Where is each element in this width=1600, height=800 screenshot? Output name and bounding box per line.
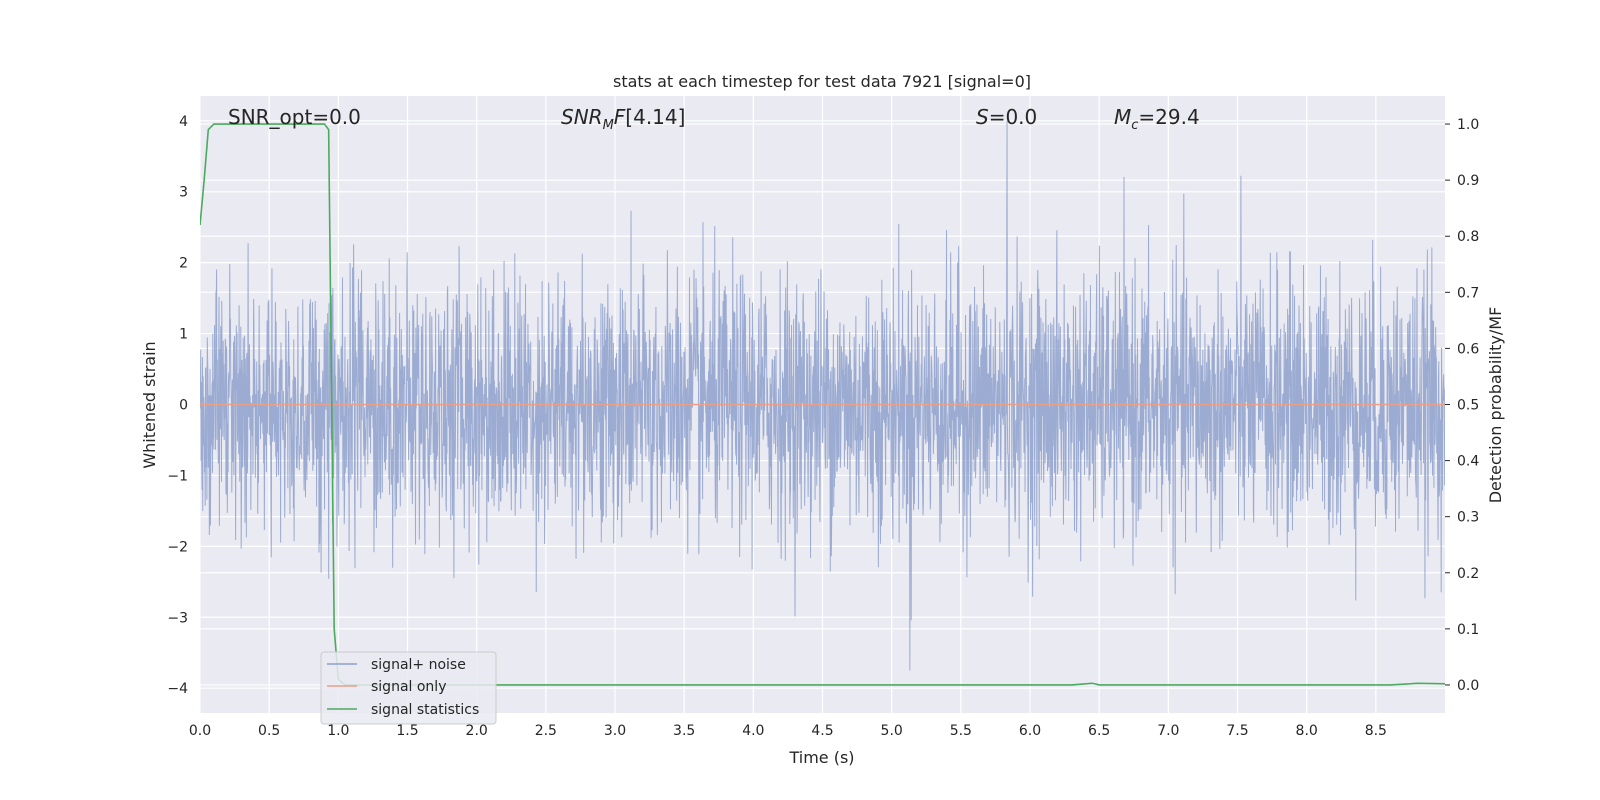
x-tick-label: 0.0 (189, 723, 211, 739)
x-tick-label: 3.0 (604, 723, 626, 739)
x-tick-label: 3.5 (673, 723, 695, 739)
annotation-snr-opt: SNR_opt=0.0 (228, 105, 361, 129)
annotation-mc: Mc=29.4 (1114, 105, 1200, 133)
y-tick-label: −1 (167, 468, 188, 484)
legend: signal+ noise signal only signal statist… (320, 651, 497, 725)
y-tick-label: −3 (167, 610, 188, 626)
legend-label-signal-statistics: signal statistics (371, 702, 479, 718)
x-tick-label: 4.5 (811, 723, 833, 739)
x-tick-label: 7.0 (1157, 723, 1179, 739)
left-axis-ticks: −4 −3 −2 −1 0 1 2 3 4 (167, 114, 188, 697)
annotation-snr-mf: SNRMF[4.14] (561, 105, 685, 133)
x-tick-label: 5.0 (881, 723, 903, 739)
x-axis-ticks: 0.0 0.5 1.0 1.5 2.0 2.5 3.0 3.5 4.0 4.5 5.0 5.5 6.0 6… (189, 723, 1387, 739)
y-right-tick-label: 0.7 (1457, 285, 1479, 301)
x-tick-label: 2.5 (535, 723, 557, 739)
y-axis-label: Whitened strain (140, 341, 159, 468)
y-right-tick-label: 0.1 (1457, 622, 1479, 638)
x-tick-label: 1.5 (396, 723, 418, 739)
legend-label-signal-noise: signal+ noise (371, 657, 466, 673)
series-signal-noise-line (200, 120, 1445, 671)
x-tick-label: 8.0 (1296, 723, 1318, 739)
y-right-tick-label: 0.9 (1457, 173, 1479, 189)
y-axis-label-right: Detection probability/MF (1486, 307, 1505, 504)
x-tick-label: 6.5 (1088, 723, 1110, 739)
annotation-s-value: =0.0 (989, 105, 1038, 129)
annotation-mc-value: =29.4 (1138, 105, 1199, 129)
y-right-tick-label: 0.6 (1457, 341, 1479, 357)
y-tick-label: 3 (179, 185, 188, 201)
annotation-snr-mf-value: [4.14] (625, 105, 685, 129)
y-right-tick-label: 0.2 (1457, 566, 1479, 582)
x-tick-label: 6.0 (1019, 723, 1041, 739)
x-tick-label: 1.0 (327, 723, 349, 739)
x-tick-label: 2.0 (466, 723, 488, 739)
x-tick-label: 0.5 (258, 723, 280, 739)
right-axis-ticks: 0.0 0.1 0.2 0.3 0.4 0.5 0.6 0.7 0.8 0.9 1.0 (1445, 117, 1479, 694)
annotation-s: S=0.0 (976, 105, 1037, 129)
y-right-tick-label: 0.3 (1457, 510, 1479, 526)
y-tick-label: −2 (167, 539, 188, 555)
legend-label-signal-only: signal only (371, 679, 446, 695)
x-axis-label: Time (s) (788, 748, 854, 767)
y-tick-label: 0 (179, 398, 188, 414)
x-tick-label: 8.5 (1365, 723, 1387, 739)
y-right-tick-label: 0.0 (1457, 678, 1479, 694)
legend-box (320, 651, 497, 725)
x-tick-label: 5.5 (950, 723, 972, 739)
y-tick-label: 1 (179, 327, 188, 343)
x-tick-label: 7.5 (1226, 723, 1248, 739)
y-tick-label: −4 (167, 681, 188, 697)
x-tick-label: 4.0 (742, 723, 764, 739)
chart-title: stats at each timestep for test data 792… (613, 72, 1031, 91)
y-right-tick-label: 0.4 (1457, 454, 1479, 470)
y-right-tick-label: 1.0 (1457, 117, 1479, 133)
y-tick-label: 2 (179, 256, 188, 272)
y-tick-label: 4 (179, 114, 188, 130)
y-right-tick-label: 0.5 (1457, 398, 1479, 414)
y-right-tick-label: 0.8 (1457, 229, 1479, 245)
